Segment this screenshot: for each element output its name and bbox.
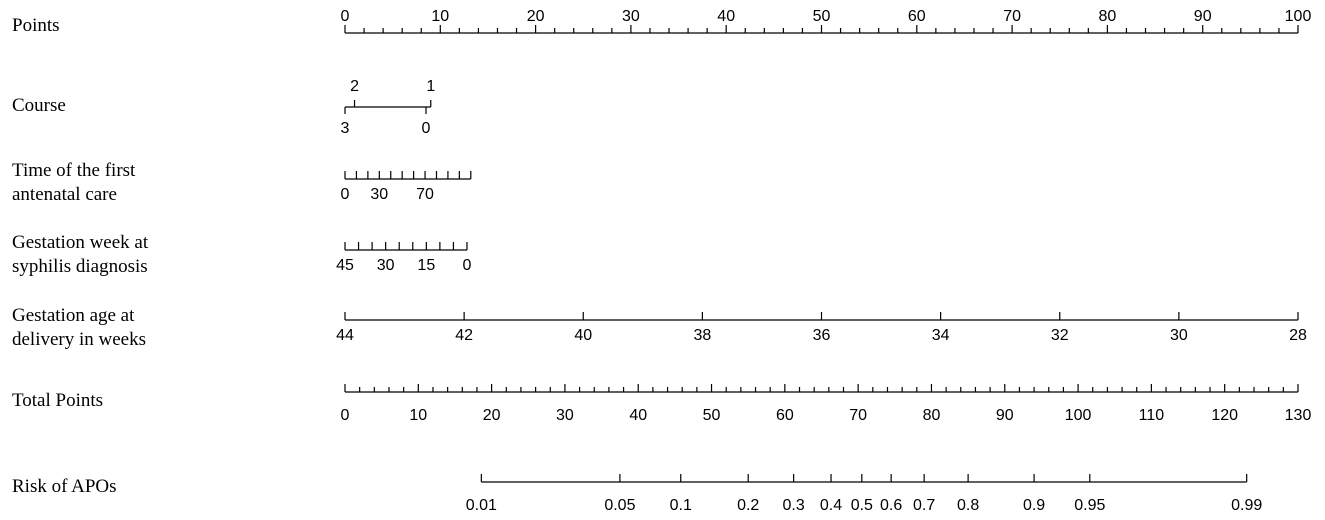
total-points-label-60: 60	[776, 407, 794, 424]
points-label-10: 10	[431, 8, 449, 25]
first_antenatal_care-label-70: 70	[416, 186, 434, 203]
first_antenatal_care-label-line-1: Time of the first	[12, 160, 136, 181]
risk-label-0.01: 0.01	[466, 497, 497, 514]
first_antenatal_care-label-30: 30	[370, 186, 388, 203]
delivery_age_weeks-label-40: 40	[574, 327, 592, 344]
points-label-line-1: Points	[12, 15, 60, 36]
total_points-label-line-1: Total Points	[12, 390, 103, 411]
syphilis_diagnosis_week-label-line-2: syphilis diagnosis	[12, 256, 148, 277]
total-points-label-130: 130	[1285, 407, 1312, 424]
total-points-label-30: 30	[556, 407, 574, 424]
points-label-70: 70	[1003, 8, 1021, 25]
delivery_age_weeks-label-line-1: Gestation age at	[12, 305, 135, 326]
syphilis_diagnosis_week-label-0: 0	[463, 257, 472, 274]
total-points-label-90: 90	[996, 407, 1014, 424]
course-label-1: 1	[426, 78, 435, 95]
points-label-40: 40	[717, 8, 735, 25]
total-points-label-40: 40	[629, 407, 647, 424]
risk-label-0.1: 0.1	[670, 497, 692, 514]
syphilis_diagnosis_week-label-15: 15	[417, 257, 435, 274]
total-points-label-10: 10	[409, 407, 427, 424]
total-points-label-0: 0	[341, 407, 350, 424]
delivery_age_weeks-label-44: 44	[336, 327, 354, 344]
points-label-100: 100	[1285, 8, 1312, 25]
points-label-50: 50	[813, 8, 831, 25]
syphilis_diagnosis_week-label-30: 30	[377, 257, 395, 274]
delivery_age_weeks-label-34: 34	[932, 327, 950, 344]
points-label-20: 20	[527, 8, 545, 25]
total-points-label-100: 100	[1065, 407, 1092, 424]
total-points-label-50: 50	[703, 407, 721, 424]
delivery_age_weeks-label-38: 38	[693, 327, 711, 344]
delivery_age_weeks-label-28: 28	[1289, 327, 1307, 344]
syphilis_diagnosis_week-label-45: 45	[336, 257, 354, 274]
points-label-60: 60	[908, 8, 926, 25]
total-points-label-20: 20	[483, 407, 501, 424]
total-points-label-70: 70	[849, 407, 867, 424]
risk-label-0.3: 0.3	[783, 497, 805, 514]
first_antenatal_care-label-line-2: antenatal care	[12, 184, 117, 205]
risk-label-0.4: 0.4	[820, 497, 842, 514]
points-label-90: 90	[1194, 8, 1212, 25]
syphilis_diagnosis_week-label-line-1: Gestation week at	[12, 232, 149, 253]
risk-label-0.7: 0.7	[913, 497, 935, 514]
risk-label-line-1: Risk of APOs	[12, 476, 117, 497]
course-label-line-1: Course	[12, 95, 66, 116]
total-points-label-110: 110	[1139, 407, 1165, 424]
points-label-80: 80	[1099, 8, 1117, 25]
first_antenatal_care-label-0: 0	[341, 186, 350, 203]
total-points-label-80: 80	[923, 407, 941, 424]
total-points-label-120: 120	[1211, 407, 1238, 424]
course-label-3: 3	[341, 120, 350, 137]
risk-label-0.8: 0.8	[957, 497, 979, 514]
risk-label-0.99: 0.99	[1231, 497, 1262, 514]
delivery_age_weeks-label-36: 36	[813, 327, 831, 344]
delivery_age_weeks-label-32: 32	[1051, 327, 1069, 344]
risk-label-0.6: 0.6	[880, 497, 902, 514]
risk-label-0.05: 0.05	[604, 497, 635, 514]
delivery_age_weeks-label-30: 30	[1170, 327, 1188, 344]
delivery_age_weeks-label-line-2: delivery in weeks	[12, 329, 146, 350]
risk-label-0.9: 0.9	[1023, 497, 1045, 514]
course-label-2: 2	[350, 78, 359, 95]
points-label-0: 0	[341, 8, 350, 25]
points-label-30: 30	[622, 8, 640, 25]
risk-label-0.95: 0.95	[1074, 497, 1105, 514]
risk-label-0.2: 0.2	[737, 497, 759, 514]
course-label-0: 0	[422, 120, 431, 137]
risk-label-0.5: 0.5	[851, 497, 873, 514]
delivery_age_weeks-label-42: 42	[455, 327, 473, 344]
